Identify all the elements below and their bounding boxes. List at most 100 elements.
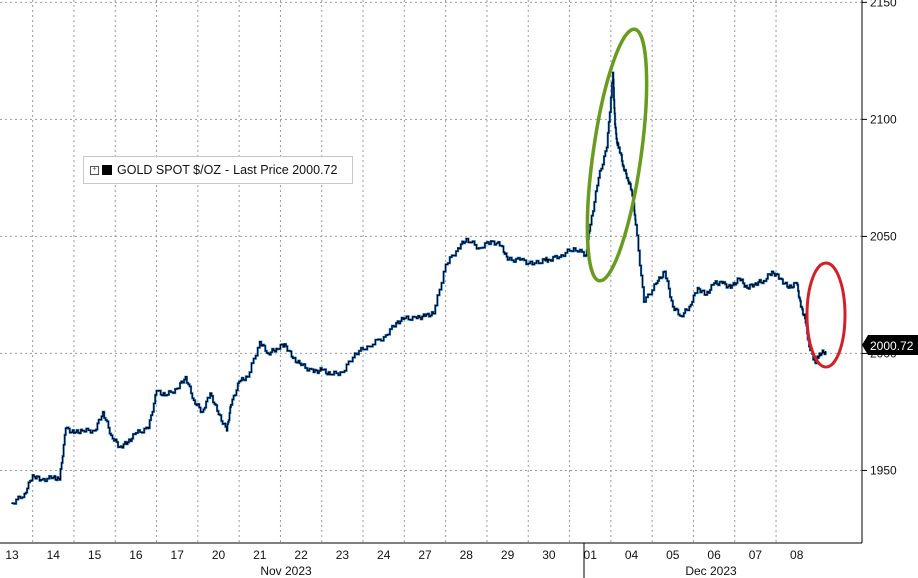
data-point <box>729 287 732 289</box>
data-point <box>800 305 802 308</box>
legend-metric: Last Price <box>233 163 289 177</box>
data-point <box>292 357 294 359</box>
x-tick-label: 13 <box>5 548 19 562</box>
data-point <box>457 247 459 249</box>
legend-expand-icon[interactable]: + <box>90 165 99 175</box>
y-tick-label: 1950 <box>870 463 897 477</box>
data-point <box>31 474 34 476</box>
data-point <box>415 317 418 320</box>
data-point <box>560 254 563 256</box>
x-tick-label: 01 <box>584 548 598 562</box>
data-point <box>630 188 633 191</box>
data-point <box>230 404 232 406</box>
y-axis-ticks: 19502000205021002150 <box>862 0 897 477</box>
month-label-dec: Dec 2023 <box>685 564 737 578</box>
data-point <box>490 240 492 242</box>
data-point <box>81 429 84 432</box>
data-point <box>164 394 166 397</box>
data-point <box>589 223 591 226</box>
x-tick-label: 08 <box>790 548 804 562</box>
data-point <box>622 165 625 167</box>
data-point <box>147 427 150 430</box>
data-point <box>110 434 112 437</box>
data-point <box>688 305 691 308</box>
red-annotation-ellipse <box>805 261 847 369</box>
data-point <box>382 336 385 338</box>
chart-grid <box>0 0 862 543</box>
data-point <box>680 315 682 317</box>
x-tick-label: 28 <box>460 548 474 562</box>
data-point <box>118 446 121 448</box>
data-point <box>779 277 781 280</box>
y-tick-label: 2150 <box>870 0 897 9</box>
x-tick-label: 23 <box>336 548 350 562</box>
x-tick-label: 20 <box>212 548 226 562</box>
data-point <box>626 177 629 179</box>
data-point <box>572 247 575 249</box>
x-tick-label: 15 <box>88 548 102 562</box>
data-point <box>771 270 773 273</box>
data-point <box>192 399 195 402</box>
data-point <box>655 282 658 285</box>
x-tick-label: 24 <box>377 548 391 562</box>
data-point <box>155 390 158 392</box>
data-point <box>102 411 104 413</box>
data-point <box>283 343 286 345</box>
data-point <box>477 247 480 249</box>
data-point <box>52 476 55 479</box>
data-point <box>705 294 707 296</box>
data-point <box>643 301 645 303</box>
x-tick-label: 07 <box>749 548 763 562</box>
data-point <box>225 429 228 432</box>
series-line-blue <box>12 71 827 505</box>
x-axis-ticks: 13 14 15 16 17 20 21 22 23 24 27 28 29 30 01 04 05 06 07 08 <box>5 548 803 562</box>
chart-legend: + GOLD SPOT $/OZ - Last Price 2000.72 <box>83 156 353 184</box>
legend-swatch <box>102 165 112 175</box>
data-point <box>40 479 42 481</box>
data-point <box>201 411 203 413</box>
legend-series-name: GOLD SPOT $/OZ <box>117 163 221 177</box>
data-point <box>713 282 715 285</box>
data-point <box>267 352 269 355</box>
data-point <box>672 305 674 308</box>
data-point <box>424 315 426 317</box>
last-price-badge-bg <box>862 335 918 355</box>
data-point <box>465 237 468 240</box>
data-point <box>23 493 26 495</box>
data-point <box>259 340 261 343</box>
data-point <box>126 441 129 444</box>
data-point <box>531 263 534 266</box>
data-point <box>824 350 827 353</box>
data-point <box>184 376 187 378</box>
data-point <box>548 258 550 261</box>
data-point <box>614 123 616 125</box>
x-tick-label: 21 <box>253 548 267 562</box>
data-point <box>403 317 406 320</box>
data-point <box>814 361 817 364</box>
x-tick-label: 06 <box>707 548 721 562</box>
x-tick-label: 16 <box>129 548 143 562</box>
data-point <box>585 254 587 256</box>
series-group <box>11 71 827 505</box>
y-tick-label: 2100 <box>870 112 897 126</box>
data-point <box>135 432 137 434</box>
data-point <box>612 71 614 74</box>
data-point <box>176 387 178 390</box>
data-point <box>746 287 748 289</box>
data-point <box>519 258 521 261</box>
data-point <box>738 277 740 280</box>
data-point <box>663 270 666 273</box>
y-tick-label: 2050 <box>870 229 897 243</box>
x-tick-label: 22 <box>294 548 308 562</box>
data-point <box>618 146 620 149</box>
data-point <box>432 312 435 315</box>
data-point <box>238 380 240 383</box>
month-label-nov: Nov 2023 <box>260 564 312 578</box>
data-point <box>597 177 600 179</box>
legend-value: 2000.72 <box>292 163 338 177</box>
data-point <box>246 376 249 378</box>
data-point <box>721 282 724 285</box>
data-point <box>64 427 67 430</box>
data-point <box>605 146 608 149</box>
data-point <box>444 263 447 266</box>
